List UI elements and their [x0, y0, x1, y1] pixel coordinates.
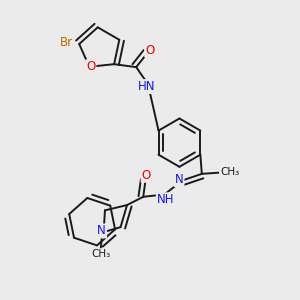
Text: O: O: [145, 44, 154, 56]
Text: Br: Br: [59, 36, 73, 49]
Text: O: O: [142, 169, 151, 182]
Text: O: O: [86, 60, 95, 73]
Text: CH₃: CH₃: [220, 167, 239, 177]
Text: N: N: [97, 224, 106, 238]
Text: N: N: [175, 173, 184, 186]
Text: CH₃: CH₃: [91, 249, 110, 259]
Text: HN: HN: [138, 80, 155, 93]
Text: NH: NH: [157, 193, 174, 206]
